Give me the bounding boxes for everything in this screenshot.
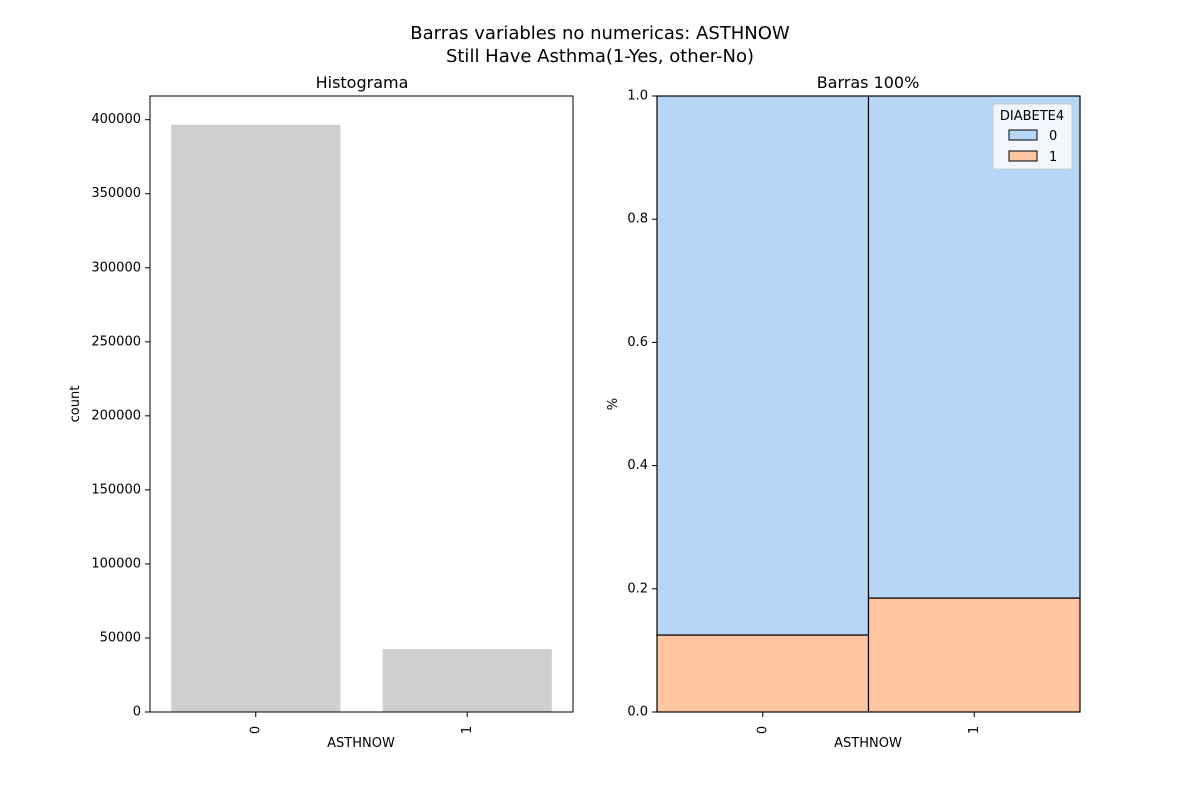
figure-title-line2: Still Have Asthma(1-Yes, other-No) (446, 46, 754, 67)
histogram-y-tick-label: 100000 (91, 556, 141, 571)
stacked-y-tick-label: 0.8 (627, 212, 648, 227)
histogram-x-tick-label-0: 0 (248, 726, 263, 734)
histogram-y-tick-label: 0 (133, 705, 141, 720)
stacked-bar-1-diabete4-1 (867, 597, 1081, 713)
legend: DIABETE4 0 1 (992, 103, 1073, 170)
stacked-x-tick-label-0: 0 (755, 726, 770, 734)
stacked-bar-0-diabete4-1 (656, 634, 870, 713)
histogram-y-tick-label: 200000 (91, 408, 141, 423)
histogram-bar-0 (171, 124, 341, 713)
histogram-x-tick-label-1: 1 (460, 726, 475, 734)
stacked-y-tick-label: 0.6 (627, 335, 648, 350)
histogram-x-label: ASTHNOW (327, 736, 395, 751)
stacked-bar-1-diabete4-0 (867, 95, 1081, 599)
stacked-y-label: % (606, 398, 621, 410)
stacked-y-tick-label: 0.0 (627, 705, 648, 720)
histogram-bar-1 (382, 649, 552, 712)
histogram-chart: Histograma 0 50000 100000 150000 200000 25000… (68, 73, 574, 751)
histogram-y-tick-label: 250000 (91, 334, 141, 349)
histogram-y-tick-label: 150000 (91, 482, 141, 497)
histogram-y-tick-label: 400000 (91, 112, 141, 127)
figure-title-line1: Barras variables no numericas: ASTHNOW (410, 23, 790, 44)
histogram-bars (171, 124, 552, 713)
stacked-y-tick-label: 1.0 (627, 89, 648, 104)
stacked-x-tick-label-1: 1 (967, 726, 982, 734)
stacked-chart-title: Barras 100% (817, 73, 920, 92)
legend-title: DIABETE4 (1000, 109, 1064, 124)
legend-label-1: 1 (1049, 150, 1057, 165)
histogram-y-tick-label: 350000 (91, 186, 141, 201)
stacked-y-tick-label: 0.2 (627, 581, 648, 596)
histogram-y-tick-label: 50000 (100, 630, 141, 645)
legend-label-0: 0 (1049, 129, 1057, 144)
legend-swatch-1 (1008, 150, 1038, 162)
histogram-y-label: count (68, 386, 83, 423)
histogram-axes-frame (149, 95, 574, 713)
stacked-y-ticks: 0.0 0.2 0.4 0.6 0.8 1.0 (627, 89, 657, 720)
histogram-y-ticks: 0 50000 100000 150000 200000 250000 300000 3500… (91, 112, 150, 720)
histogram-title: Histograma (316, 73, 409, 92)
histogram-y-tick-label: 300000 (91, 260, 141, 275)
stacked-bar-0-diabete4-0 (656, 95, 870, 636)
stacked-y-tick-label: 0.4 (627, 458, 648, 473)
stacked-x-label: ASTHNOW (834, 736, 902, 751)
stacked-bars (656, 95, 1081, 713)
legend-swatch-0 (1008, 129, 1038, 141)
stacked-axes-frame (656, 95, 1081, 713)
